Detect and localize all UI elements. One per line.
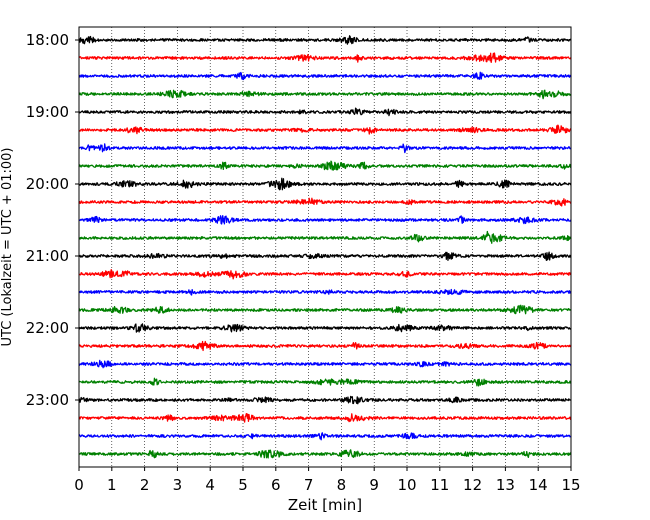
trace-2230 <box>78 359 572 369</box>
y-tick-label-19:00: 19:00 <box>26 103 69 121</box>
trace-lines <box>78 35 572 459</box>
x-tick-label-8: 8 <box>337 476 347 494</box>
vertical-gridlines <box>111 27 539 467</box>
trace-1830 <box>78 71 572 81</box>
x-tick-label-2: 2 <box>140 476 150 494</box>
x-tick-label-6: 6 <box>271 476 281 494</box>
y-tick-label-20:00: 20:00 <box>26 175 69 193</box>
y-tick-label-22:00: 22:00 <box>26 319 69 337</box>
trace-2300 <box>78 395 572 405</box>
x-axis-label: Zeit [min] <box>288 496 362 514</box>
trace-2200 <box>78 323 572 333</box>
trace-1930 <box>78 143 572 154</box>
trace-2045 <box>78 230 572 244</box>
trace-2030 <box>78 215 572 225</box>
x-tick-label-12: 12 <box>463 476 482 494</box>
trace-2100 <box>78 251 572 261</box>
trace-1900 <box>78 107 572 117</box>
x-tick-label-11: 11 <box>430 476 449 494</box>
trace-2345 <box>78 449 572 459</box>
y-axis-label: UTC (Lokalzeit = UTC + 01:00) <box>0 148 15 347</box>
plot-frame <box>78 26 572 468</box>
trace-2115 <box>78 269 572 280</box>
x-tick-label-7: 7 <box>304 476 314 494</box>
trace-2245 <box>78 377 572 387</box>
x-tick-label-4: 4 <box>205 476 215 494</box>
trace-1800 <box>78 35 572 45</box>
trace-2145 <box>78 304 572 315</box>
x-tick-label-9: 9 <box>369 476 379 494</box>
x-tick-label-5: 5 <box>238 476 248 494</box>
x-tick-label-0: 0 <box>74 476 84 494</box>
trace-2315 <box>78 413 572 423</box>
x-tick-label-15: 15 <box>561 476 580 494</box>
y-tick-label-18:00: 18:00 <box>26 31 69 49</box>
trace-2015 <box>78 197 572 207</box>
trace-2215 <box>78 340 572 352</box>
trace-1815 <box>78 52 572 63</box>
x-tick-label-10: 10 <box>397 476 416 494</box>
y-tick-label-23:00: 23:00 <box>26 391 69 409</box>
x-tick-label-13: 13 <box>496 476 515 494</box>
trace-2330 <box>78 432 572 441</box>
x-tick-label-14: 14 <box>529 476 548 494</box>
y-tick-label-21:00: 21:00 <box>26 247 69 265</box>
x-axis-ticks: 0 1 2 3 4 5 6 7 8 9 10 11 12 13 14 15 <box>74 467 581 494</box>
x-tick-label-3: 3 <box>173 476 183 494</box>
x-tick-label-1: 1 <box>107 476 117 494</box>
trace-1845 <box>78 89 572 100</box>
trace-1945 <box>78 160 572 171</box>
trace-2000 <box>78 177 572 191</box>
y-axis-ticks: 18:00 19:00 20:00 21:00 22:00 23:00 <box>26 31 79 409</box>
trace-2130 <box>78 288 572 296</box>
trace-1915 <box>78 124 572 135</box>
